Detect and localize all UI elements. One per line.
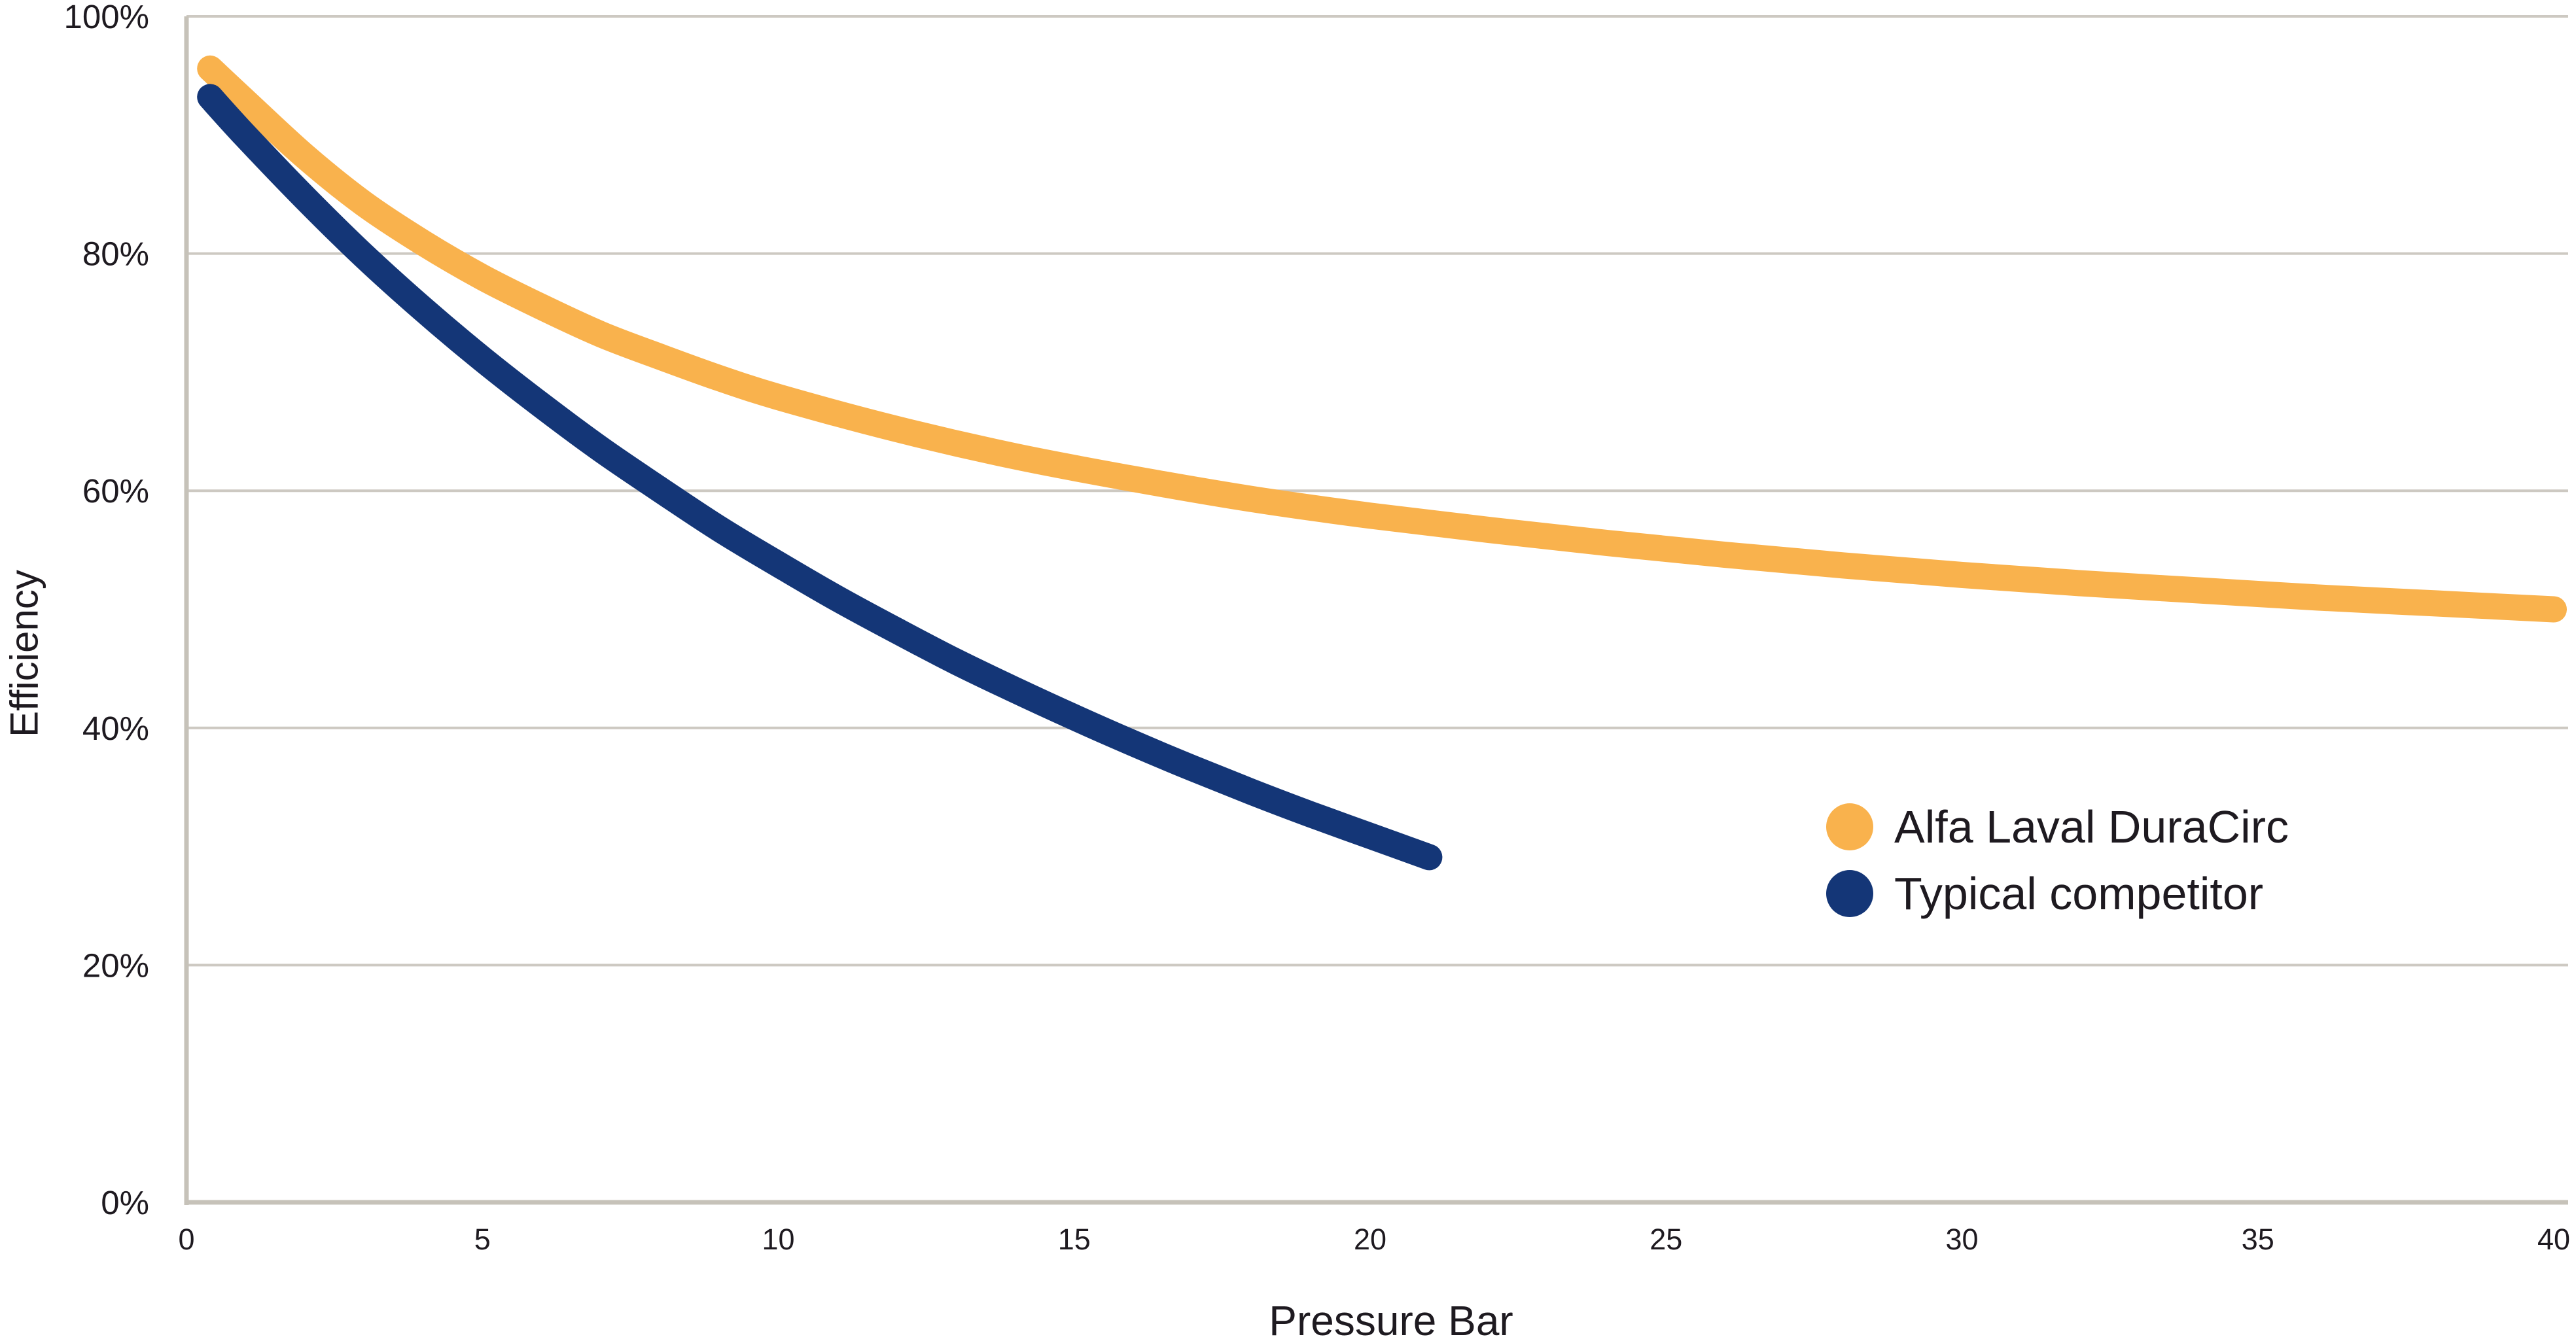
y-axis-title: Efficiency	[2, 570, 46, 737]
y-tick-label-80%: 80%	[82, 235, 149, 273]
x-tick-label-35: 35	[2242, 1223, 2274, 1256]
x-tick-label-10: 10	[762, 1223, 794, 1256]
legend-item-duracirc: Alfa Laval DuraCirc	[1826, 803, 2289, 850]
legend-label-duracirc: Alfa Laval DuraCirc	[1894, 801, 2289, 852]
x-tick-label-15: 15	[1058, 1223, 1091, 1256]
y-tick-label-20%: 20%	[82, 947, 149, 984]
x-tick-label-0: 0	[178, 1223, 194, 1256]
x-tick-label-25: 25	[1650, 1223, 1682, 1256]
y-tick-label-40%: 40%	[82, 710, 149, 747]
x-tick-label-30: 30	[1945, 1223, 1978, 1256]
series-marker-duracirc-icon	[1826, 803, 1873, 850]
legend: Alfa Laval DuraCirc Typical competitor	[1826, 803, 2289, 917]
y-tick-label-0%: 0%	[101, 1184, 149, 1221]
y-tick-label-100%: 100%	[64, 0, 149, 35]
legend-item-competitor: Typical competitor	[1826, 870, 2289, 917]
x-axis-title: Pressure Bar	[1269, 1297, 1513, 1341]
series-marker-competitor-icon	[1826, 870, 1873, 917]
series-path-alfa-laval-duracirc	[197, 55, 2567, 623]
series-path-typical-competitor	[197, 84, 1443, 871]
x-tick-label-40: 40	[2537, 1223, 2570, 1256]
legend-label-competitor: Typical competitor	[1894, 868, 2264, 919]
x-tick-label-5: 5	[474, 1223, 491, 1256]
y-tick-label-60%: 60%	[82, 472, 149, 510]
x-tick-label-20: 20	[1354, 1223, 1386, 1256]
